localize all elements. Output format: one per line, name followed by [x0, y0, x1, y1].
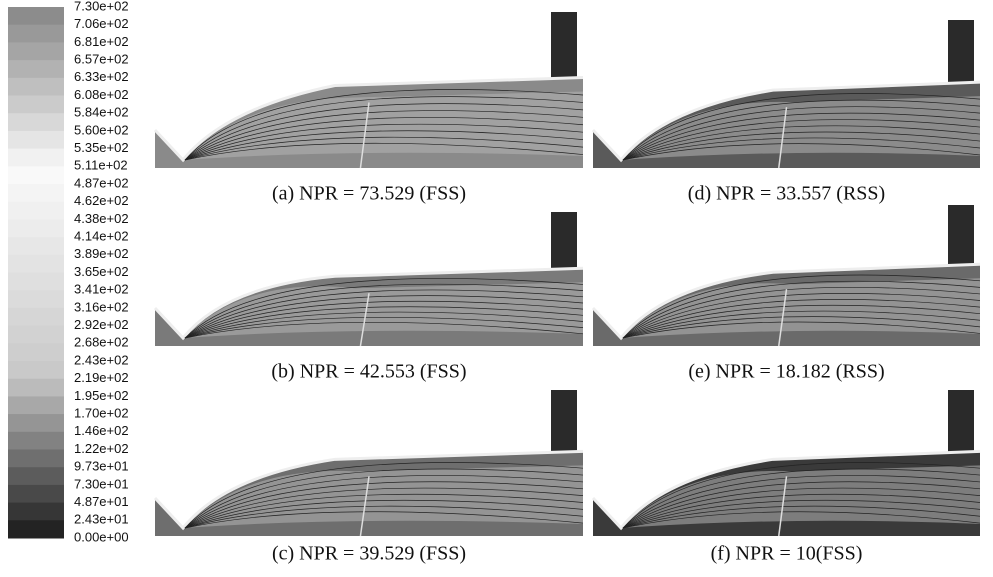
colorbar-label: 3.41e+02 — [74, 282, 129, 297]
colorbar-swatch — [8, 25, 64, 43]
colorbar-label: 6.81e+02 — [74, 34, 129, 49]
colorbar-swatch — [8, 96, 64, 114]
colorbar-label: 6.57e+02 — [74, 52, 129, 67]
jet-core — [183, 92, 583, 160]
colorbar-swatch — [8, 202, 64, 220]
colorbar-swatch — [8, 396, 64, 414]
colorbar-label: 5.11e+02 — [74, 158, 128, 173]
colorbar-label: 2.43e+01 — [74, 512, 129, 527]
colorbar-label: 5.35e+02 — [74, 140, 129, 155]
colorbar-swatch — [8, 308, 64, 326]
wall-block — [551, 390, 577, 455]
colorbar-label: 4.87e+02 — [74, 175, 129, 190]
colorbar-label: 4.38e+02 — [74, 211, 129, 226]
colorbar-label: 1.46e+02 — [74, 423, 129, 438]
colorbar-label: 2.92e+02 — [74, 317, 129, 332]
colorbar-swatch — [8, 42, 64, 60]
colorbar-label: 4.14e+02 — [74, 229, 129, 244]
panel — [155, 12, 583, 168]
figure: 7.30e+02 7.06e+02 6.81e+02 6.57e+02 6.33e+02… — [0, 0, 993, 577]
colorbar-label: 1.22e+02 — [74, 441, 129, 456]
colorbar-swatch — [8, 343, 64, 361]
wall-block — [551, 212, 577, 272]
colorbar-label: 6.33e+02 — [74, 69, 129, 84]
colorbar-swatch — [8, 361, 64, 379]
colorbar-label: 9.73e+01 — [74, 459, 129, 474]
wall-block — [948, 205, 974, 268]
colorbar-label: 2.68e+02 — [74, 335, 129, 350]
colorbar-swatch — [8, 184, 64, 202]
panel — [155, 212, 583, 346]
colorbar-swatch — [8, 467, 64, 485]
panel-caption: (b) NPR = 42.553 (FSS) — [271, 361, 466, 383]
colorbar-label: 1.70e+02 — [74, 406, 129, 421]
wall-block — [948, 20, 974, 86]
colorbar-swatch — [8, 60, 64, 78]
colorbar-swatch — [8, 219, 64, 237]
colorbar-swatch — [8, 450, 64, 468]
panel — [593, 20, 980, 168]
colorbar-swatch — [8, 131, 64, 149]
colorbar-label: 6.08e+02 — [74, 87, 129, 102]
panel-caption: (f) NPR = 10(FSS) — [711, 543, 863, 565]
colorbar-label: 2.19e+02 — [74, 370, 129, 385]
colorbar-label: 1.95e+02 — [74, 388, 129, 403]
panel-caption: (d) NPR = 33.557 (RSS) — [688, 183, 885, 205]
colorbar-swatch — [8, 414, 64, 432]
colorbar-swatch — [8, 432, 64, 450]
panel-caption: (a) NPR = 73.529 (FSS) — [272, 183, 466, 205]
colorbar-swatch — [8, 503, 64, 521]
colorbar-swatch — [8, 78, 64, 96]
colorbar-swatch — [8, 166, 64, 184]
colorbar-label: 3.16e+02 — [74, 299, 129, 314]
panel — [155, 390, 583, 536]
colorbar-label: 5.60e+02 — [74, 122, 129, 137]
colorbar-label: 5.84e+02 — [74, 105, 129, 120]
colorbar-label: 3.89e+02 — [74, 246, 129, 261]
colorbar-swatch — [8, 520, 64, 538]
colorbar-swatch — [8, 149, 64, 167]
colorbar-label: 7.30e+02 — [74, 0, 129, 13]
panel-caption: (c) NPR = 39.529 (FSS) — [272, 543, 466, 565]
panel-caption: (e) NPR = 18.182 (RSS) — [688, 361, 884, 383]
colorbar-swatch — [8, 326, 64, 344]
colorbar-label: 3.65e+02 — [74, 264, 129, 279]
wall-block — [551, 12, 577, 82]
colorbar-swatch — [8, 237, 64, 255]
colorbar-swatch — [8, 113, 64, 131]
colorbar-swatch — [8, 255, 64, 273]
colorbar-label: 4.62e+02 — [74, 193, 129, 208]
colorbar-label: 0.00e+00 — [74, 529, 129, 544]
colorbar-label: 7.30e+01 — [74, 476, 129, 491]
wall-block — [948, 390, 974, 455]
colorbar-label: 7.06e+02 — [74, 16, 129, 31]
colorbar-swatch — [8, 290, 64, 308]
colorbar-label: 2.43e+02 — [74, 352, 129, 367]
colorbar-swatch — [8, 485, 64, 503]
colorbar-swatch — [8, 273, 64, 291]
panel — [593, 205, 980, 346]
colorbar-swatch — [8, 379, 64, 397]
panel — [593, 390, 980, 536]
colorbar-swatch — [8, 7, 64, 25]
colorbar-label: 4.87e+01 — [74, 494, 129, 509]
